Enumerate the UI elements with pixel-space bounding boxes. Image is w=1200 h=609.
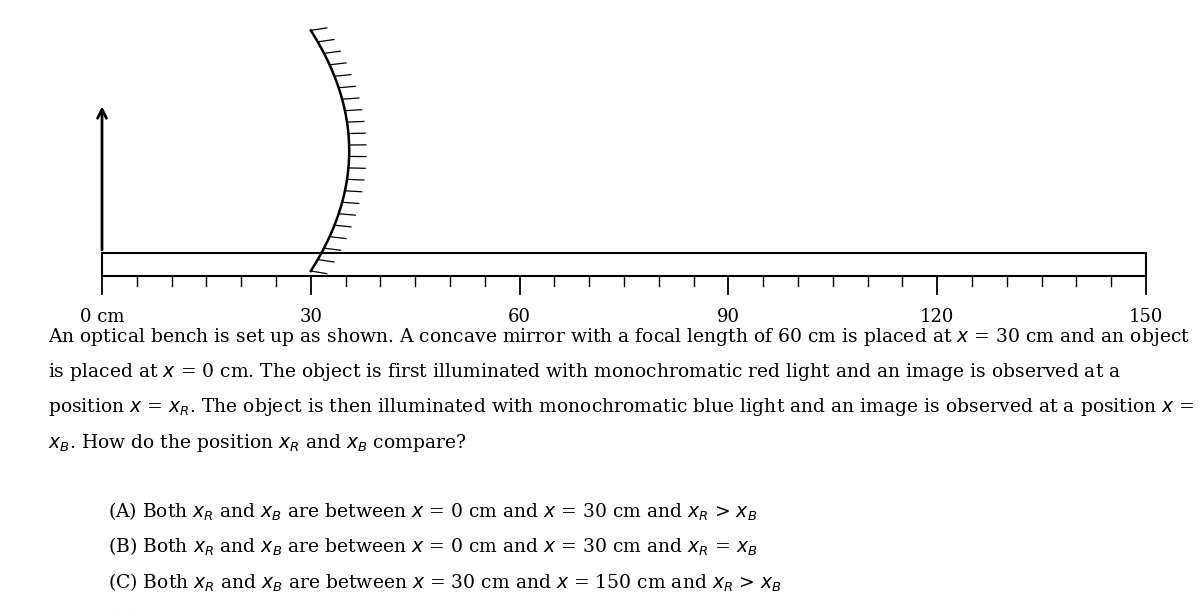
Text: 0 cm: 0 cm: [79, 308, 125, 326]
Text: An optical bench is set up as shown. A concave mirror with a focal length of 60 : An optical bench is set up as shown. A c…: [48, 326, 1190, 348]
Text: position $x$ = $x_R$. The object is then illuminated with monochromatic blue lig: position $x$ = $x_R$. The object is then…: [48, 396, 1194, 418]
Text: $x_B$. How do the position $x_R$ and $x_B$ compare?: $x_B$. How do the position $x_R$ and $x_…: [48, 432, 467, 454]
Text: 150: 150: [1129, 308, 1163, 326]
Text: 120: 120: [920, 308, 954, 326]
Text: (B) Both $x_R$ and $x_B$ are between $x$ = 0 cm and $x$ = 30 cm and $x_R$ = $x_B: (B) Both $x_R$ and $x_B$ are between $x$…: [108, 536, 757, 558]
Text: 90: 90: [716, 308, 740, 326]
Text: (D) Both $x_R$ and $x_B$ are between $x$ = 30 cm and $x$ = 150 cm and $x_R$ = $x: (D) Both $x_R$ and $x_B$ are between $x$…: [108, 607, 782, 609]
Text: (A) Both $x_R$ and $x_B$ are between $x$ = 0 cm and $x$ = 30 cm and $x_R$ > $x_B: (A) Both $x_R$ and $x_B$ are between $x$…: [108, 501, 757, 523]
Text: 30: 30: [299, 308, 323, 326]
Text: (C) Both $x_R$ and $x_B$ are between $x$ = 30 cm and $x$ = 150 cm and $x_R$ > $x: (C) Both $x_R$ and $x_B$ are between $x$…: [108, 571, 782, 594]
Text: is placed at $x$ = 0 cm. The object is first illuminated with monochromatic red : is placed at $x$ = 0 cm. The object is f…: [48, 361, 1121, 383]
Text: 60: 60: [508, 308, 532, 326]
Bar: [102, 253, 1146, 276]
